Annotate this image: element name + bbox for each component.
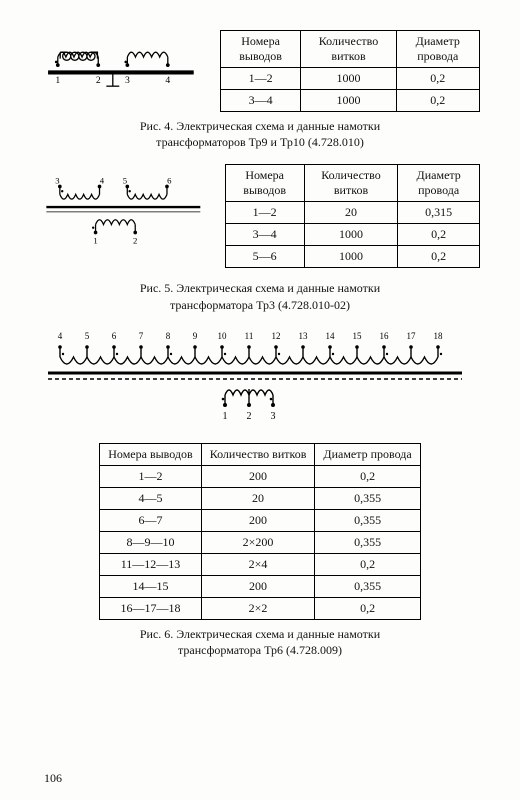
fig5-pin-4: 4 bbox=[100, 176, 105, 186]
fig6-pin-17: 17 bbox=[407, 331, 417, 341]
figure-5-row: 3 4 5 6 1 2 Номера выводов Количество ви… bbox=[40, 164, 480, 274]
table-row: 1—2200,315 bbox=[225, 202, 479, 224]
fig5-schematic: 3 4 5 6 1 2 bbox=[40, 164, 207, 274]
figure-6-block: 4 5 6 7 8 9 10 11 12 13 14 15 16 17 18 1 2 3 Номера вы… bbox=[40, 327, 480, 658]
table-row: 3—410000,2 bbox=[225, 224, 479, 246]
fig6-pin-10: 10 bbox=[218, 331, 228, 341]
table-row: 5—610000,2 bbox=[225, 246, 479, 268]
table-row: 3—4 1000 0,2 bbox=[220, 90, 479, 112]
fig4-h1: Количество витков bbox=[301, 31, 396, 68]
fig4-h2: Диаметр провода bbox=[396, 31, 479, 68]
fig6-pin-4: 4 bbox=[58, 331, 63, 341]
table-row: 8—9—102×2000,355 bbox=[100, 531, 420, 553]
fig6-table: Номера выводов Количество витков Диаметр… bbox=[99, 443, 420, 620]
fig5-pin-1: 1 bbox=[93, 236, 97, 246]
fig4-pin-4: 4 bbox=[165, 75, 170, 86]
table-row: 1—2 1000 0,2 bbox=[220, 68, 479, 90]
table-row: 11—12—132×40,2 bbox=[100, 553, 420, 575]
fig4-schematic: 1 2 3 4 bbox=[40, 30, 202, 110]
table-row: 16—17—182×20,2 bbox=[100, 597, 420, 619]
fig5-pin-2: 2 bbox=[133, 236, 137, 246]
fig4-caption: Рис. 4. Электрическая схема и данные нам… bbox=[40, 118, 480, 150]
fig6-pin-18: 18 bbox=[434, 331, 444, 341]
fig6-b1: 1 bbox=[223, 411, 228, 422]
fig5-caption: Рис. 5. Электрическая схема и данные нам… bbox=[40, 280, 480, 312]
fig6-pin-8: 8 bbox=[166, 331, 171, 341]
table-row: 4—5200,355 bbox=[100, 487, 420, 509]
fig5-table: Номера выводов Количество витков Диаметр… bbox=[225, 164, 480, 268]
fig5-pin-5: 5 bbox=[123, 176, 128, 186]
fig6-b2: 2 bbox=[247, 411, 252, 422]
fig4-pin-2: 2 bbox=[96, 75, 101, 86]
fig4-pin-3: 3 bbox=[125, 75, 130, 86]
fig6-pin-12: 12 bbox=[272, 331, 281, 341]
fig6-caption: Рис. 6. Электрическая схема и данные нам… bbox=[40, 626, 480, 658]
figure-4-block: 1 2 3 4 Номера выводов Количество витков… bbox=[40, 30, 480, 150]
fig6-pin-6: 6 bbox=[112, 331, 117, 341]
fig4-h0: Номера выводов bbox=[220, 31, 301, 68]
fig4-table: Номера выводов Количество витков Диаметр… bbox=[220, 30, 480, 112]
fig6-pin-9: 9 bbox=[193, 331, 198, 341]
table-row: 14—152000,355 bbox=[100, 575, 420, 597]
fig6-pin-16: 16 bbox=[380, 331, 390, 341]
fig5-pin-3: 3 bbox=[55, 176, 60, 186]
figure-5-block: 3 4 5 6 1 2 Номера выводов Количество ви… bbox=[40, 164, 480, 312]
table-row: 6—72000,355 bbox=[100, 509, 420, 531]
figure-4-row: 1 2 3 4 Номера выводов Количество витков… bbox=[40, 30, 480, 112]
fig5-pin-6: 6 bbox=[167, 176, 172, 186]
page-number: 106 bbox=[44, 771, 62, 786]
table-row: 1—22000,2 bbox=[100, 465, 420, 487]
fig6-pin-15: 15 bbox=[353, 331, 363, 341]
fig6-pin-7: 7 bbox=[139, 331, 144, 341]
fig6-b3: 3 bbox=[271, 411, 276, 422]
fig4-pin-1: 1 bbox=[55, 75, 60, 86]
fig6-schematic: 4 5 6 7 8 9 10 11 12 13 14 15 16 17 18 1 2 3 bbox=[40, 327, 470, 437]
fig6-pin-13: 13 bbox=[299, 331, 309, 341]
fig6-pin-5: 5 bbox=[85, 331, 90, 341]
fig6-pin-14: 14 bbox=[326, 331, 336, 341]
fig6-pin-11: 11 bbox=[245, 331, 254, 341]
